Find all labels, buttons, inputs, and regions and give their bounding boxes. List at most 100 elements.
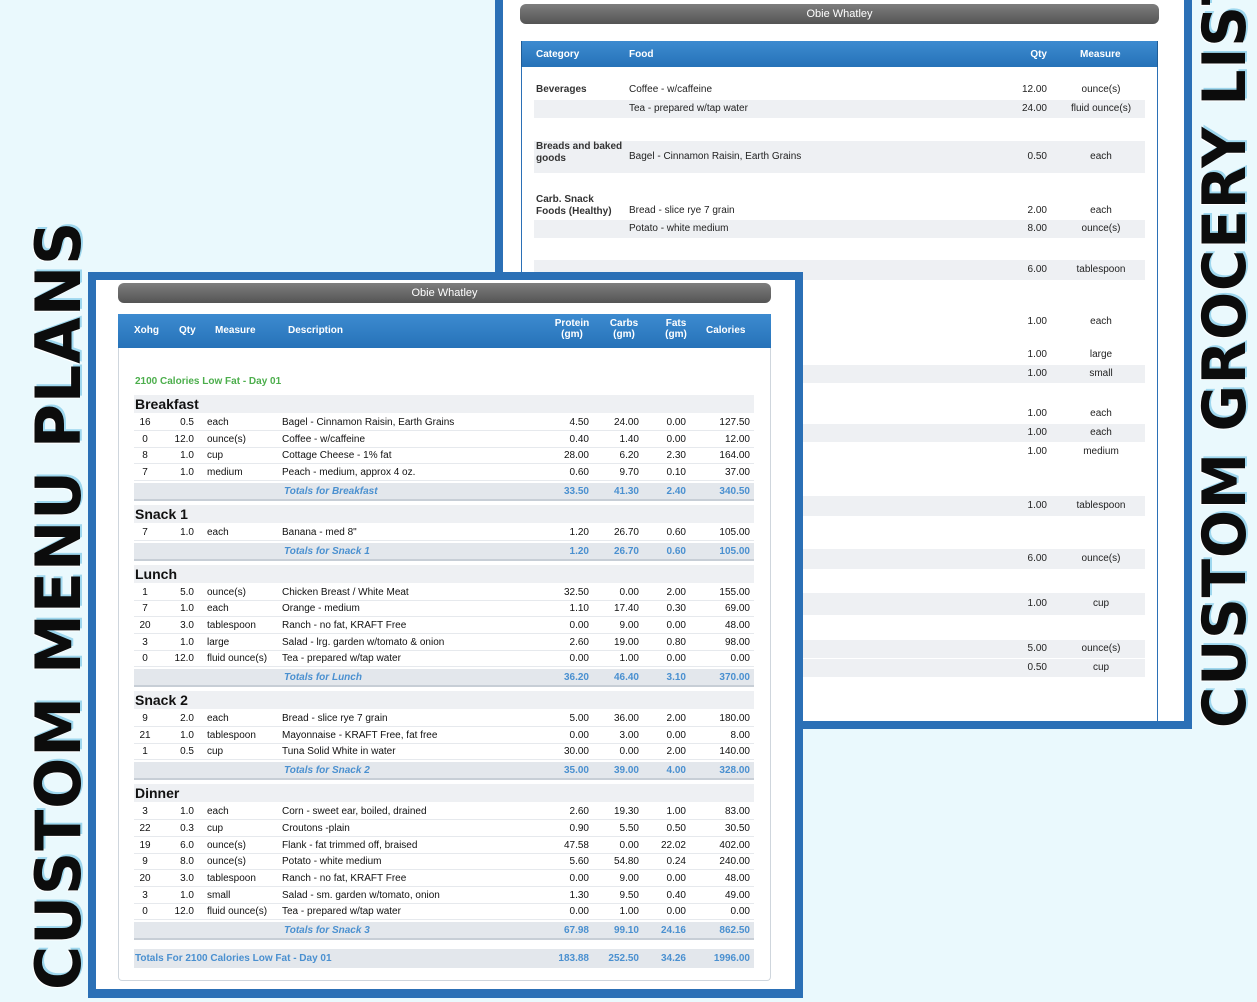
- grocery-row[interactable]: Breads and baked goods Bagel - Cinnamon R…: [534, 141, 1145, 173]
- food-row[interactable]: 21 1.0 tablespoon Mayonnaise - KRAFT Free, …: [134, 727, 754, 744]
- grocery-measure: each: [1090, 151, 1112, 162]
- meal-totals-label: Totals for Snack 3: [284, 925, 370, 936]
- meal-totals-cal: 340.50: [719, 485, 750, 497]
- food-measure: each: [207, 526, 229, 538]
- food-row[interactable]: 20 3.0 tablespoon Ranch - no fat, KRAFT Fre…: [134, 617, 754, 634]
- food-row[interactable]: 22 0.3 cup Croutons -plain 0.90 5.50 0.50 30.50: [134, 820, 754, 837]
- grand-totals-carbs: 252.50: [608, 953, 639, 964]
- food-description: Chicken Breast / White Meat: [282, 586, 409, 598]
- grocery-qty: 1.00: [1027, 316, 1047, 327]
- food-protein: 2.60: [569, 806, 589, 818]
- grocery-header-qty[interactable]: Qty: [1030, 49, 1047, 60]
- food-row[interactable]: 3 1.0 small Salad - sm. garden w/tomato, on…: [134, 887, 754, 904]
- food-description: Mayonnaise - KRAFT Free, fat free: [282, 729, 438, 741]
- grocery-measure: medium: [1083, 446, 1119, 457]
- food-row[interactable]: 9 8.0 ounce(s) Potato - white medium 5.60 54.…: [134, 853, 754, 871]
- food-row[interactable]: 3 1.0 each Corn - sweet ear, boiled, draine…: [134, 803, 754, 821]
- grocery-qty: 5.00: [1027, 643, 1047, 654]
- food-row[interactable]: 0 12.0 ounce(s) Coffee - w/caffeine 0.40 1.40…: [134, 431, 754, 448]
- grocery-row[interactable]: 1.00 each: [534, 312, 1145, 332]
- food-protein: 1.30: [569, 889, 589, 901]
- grand-totals-fats: 34.26: [660, 953, 686, 964]
- food-fats: 0.80: [666, 636, 686, 648]
- food-carbs: 9.00: [619, 619, 639, 631]
- food-fats: 0.00: [666, 653, 686, 665]
- food-row[interactable]: 1 5.0 ounce(s) Chicken Breast / White Meat 3…: [134, 584, 754, 601]
- food-row[interactable]: 1 0.5 cup Tuna Solid White in water 30.00 0.0…: [134, 743, 754, 761]
- food-fats: 2.30: [666, 450, 686, 462]
- menu-header-measure[interactable]: Measure: [215, 325, 256, 336]
- grocery-row[interactable]: Tea - prepared w/tap water 24.00 fluid oun…: [534, 100, 1145, 118]
- food-fats: 0.00: [666, 872, 686, 884]
- food-carbs: 19.00: [613, 636, 639, 648]
- food-cal: 12.00: [724, 433, 750, 445]
- grocery-measure: each: [1090, 427, 1112, 438]
- grocery-measure: tablespoon: [1076, 500, 1126, 511]
- menu-header-protein-label: Protein: [554, 318, 590, 329]
- food-description: Tea - prepared w/tap water: [282, 906, 401, 918]
- grocery-qty: 1.00: [1027, 427, 1047, 438]
- food-protein: 1.20: [569, 526, 589, 538]
- grocery-measure: fluid ounce(s): [1071, 103, 1132, 114]
- food-row[interactable]: 7 1.0 each Orange - medium 1.10 17.40 0.30 69.0…: [134, 600, 754, 618]
- menu-header-description[interactable]: Description: [288, 325, 344, 336]
- menu-header-calories[interactable]: Calories: [706, 325, 746, 336]
- meal-totals-label: Totals for Snack 1: [284, 545, 370, 557]
- grocery-header-food[interactable]: Food: [629, 49, 654, 60]
- food-fats: 2.00: [666, 746, 686, 758]
- food-protein: 32.50: [563, 586, 589, 598]
- menu-header-fats[interactable]: Fats (gm): [658, 318, 694, 340]
- food-xohg: 0: [142, 433, 148, 445]
- menu-table-header: Xohg Qty Measure Description Protein (gm…: [118, 314, 771, 348]
- food-cal: 105.00: [719, 526, 750, 538]
- food-row[interactable]: 0 12.0 fluid ounce(s) Tea - prepared w/tap …: [134, 650, 754, 668]
- grocery-row[interactable]: Carb. Snack Foods (Healthy) Bread - slice…: [534, 194, 1145, 228]
- food-description: Salad - sm. garden w/tomato, onion: [282, 889, 440, 901]
- food-protein: 0.60: [569, 467, 589, 479]
- food-cal: 402.00: [719, 839, 750, 851]
- food-xohg: 16: [139, 417, 151, 428]
- menu-header-qty[interactable]: Qty: [179, 325, 196, 336]
- food-measure: tablespoon: [207, 619, 256, 631]
- food-row[interactable]: 7 1.0 each Banana - med 8" 1.20 26.70 0.60 105.…: [134, 524, 754, 541]
- meal-totals-fats: 0.60: [666, 545, 686, 557]
- grocery-row[interactable]: 1.00 medium: [534, 443, 1145, 461]
- food-xohg: 7: [142, 603, 148, 615]
- food-row[interactable]: 20 3.0 tablespoon Ranch - no fat, KRAFT Fre…: [134, 870, 754, 887]
- menu-header-xohg[interactable]: Xohg: [134, 325, 159, 336]
- grocery-measure: ounce(s): [1081, 223, 1121, 234]
- menu-header-protein-unit: (gm): [561, 329, 583, 340]
- food-description: Orange - medium: [282, 603, 360, 615]
- grocery-row[interactable]: Beverages Coffee - w/caffeine 12.00 ounce(s…: [534, 80, 1145, 100]
- food-row[interactable]: 9 2.0 each Bread - slice rye 7 grain 5.00 36.…: [134, 710, 754, 727]
- food-xohg: 21: [139, 729, 151, 741]
- food-description: Corn - sweet ear, boiled, drained: [282, 806, 427, 818]
- food-description: Ranch - no fat, KRAFT Free: [282, 619, 407, 631]
- menu-header-carbs[interactable]: Carbs (gm): [604, 318, 644, 340]
- food-cal: 140.00: [719, 746, 750, 758]
- food-description: Flank - fat trimmed off, braised: [282, 839, 418, 851]
- grocery-row[interactable]: 1.00 each: [534, 405, 1145, 423]
- food-row[interactable]: 19 6.0 ounce(s) Flank - fat trimmed off, br…: [134, 837, 754, 854]
- grocery-measure: each: [1090, 205, 1112, 216]
- grocery-header-measure[interactable]: Measure: [1080, 49, 1121, 60]
- food-measure: tablespoon: [207, 872, 256, 884]
- menu-header-protein[interactable]: Protein (gm): [550, 318, 594, 340]
- grocery-row[interactable]: Potato - white medium 8.00 ounce(s): [534, 220, 1145, 238]
- menu-plan-frame: Obie Whatley Xohg Qty Measure Descriptio…: [88, 272, 803, 998]
- food-protein: 30.00: [563, 746, 589, 758]
- food-measure: large: [207, 636, 230, 648]
- food-row[interactable]: 0 12.0 fluid ounce(s) Tea - prepared w/tap …: [134, 903, 754, 921]
- food-qty: 12.0: [174, 433, 194, 445]
- grocery-table-header: Category Food Qty Measure: [521, 41, 1158, 93]
- food-protein: 28.00: [563, 450, 589, 462]
- food-row[interactable]: 16 0.5 each Bagel - Cinnamon Raisin, Earth …: [134, 414, 754, 431]
- grocery-qty: 0.50: [1027, 151, 1047, 162]
- grocery-row[interactable]: 1.00 large: [534, 346, 1145, 364]
- grocery-measure: small: [1089, 368, 1113, 379]
- food-measure: ounce(s): [207, 433, 246, 445]
- food-row[interactable]: 3 1.0 large Salad - lrg. garden w/tomato & …: [134, 634, 754, 651]
- grocery-header-category[interactable]: Category: [536, 49, 580, 60]
- food-row[interactable]: 8 1.0 cup Cottage Cheese - 1% fat 28.00 6.20 2…: [134, 447, 754, 465]
- food-row[interactable]: 7 1.0 medium Peach - medium, approx 4 oz. 0.…: [134, 464, 754, 482]
